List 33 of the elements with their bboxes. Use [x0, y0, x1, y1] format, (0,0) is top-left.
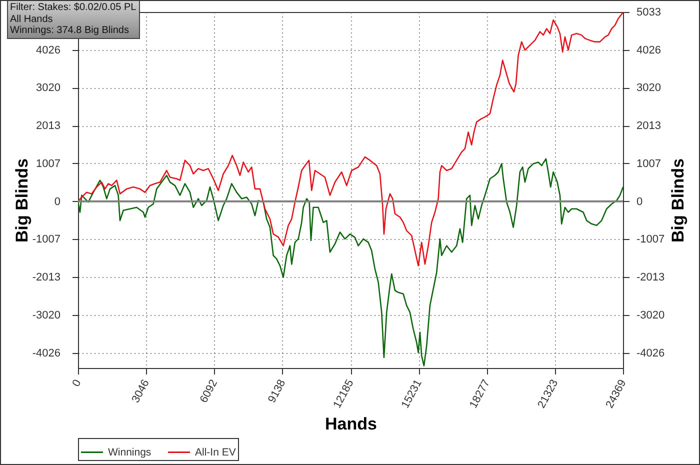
y-tick-label: -3020 — [32, 309, 60, 322]
legend-label: All-In EV — [195, 446, 236, 458]
x-axis-title: Hands — [325, 414, 377, 434]
y2-tick-label: 0 — [636, 196, 643, 208]
x-tick-label: 9138 — [266, 378, 288, 405]
y-axis-title: Big Blinds — [12, 158, 32, 243]
y2-tick-label: 5033 — [636, 6, 661, 18]
y2-tick-label: 3020 — [636, 82, 661, 94]
y-tick-label: 4026 — [36, 44, 60, 56]
y2-tick-label: 2013 — [636, 120, 661, 132]
y-tick-label: -1007 — [32, 234, 60, 246]
line-series — [78, 158, 623, 366]
y-tick-label: -4026 — [32, 347, 60, 360]
y2-tick-label: -3020 — [636, 309, 665, 322]
y-tick-label: 0 — [54, 196, 60, 208]
y-tick-label: 1007 — [36, 158, 60, 170]
x-tick-label: 6092 — [198, 378, 220, 405]
y2-axis-title: Big Blinds — [668, 158, 688, 243]
annotation: Filter: Stakes: $0.02/0.05 PL — [10, 2, 136, 14]
x-tick-label: 0 — [70, 378, 84, 389]
y-tick-label: 2013 — [36, 120, 60, 132]
info-box: Filter: Stakes: $0.02/0.05 PL All Hands Winnings: 374.8 Big Blinds — [7, 1, 140, 38]
y2-tick-label: 1007 — [636, 158, 661, 170]
y2-tick-label: -1007 — [636, 234, 665, 246]
y-tick-label: -2013 — [32, 272, 60, 284]
legend-label: Winnings — [108, 446, 152, 458]
y-tick-label: 3020 — [36, 82, 60, 94]
y2-tick-label: -2013 — [636, 272, 665, 284]
x-tick-label: 18277 — [468, 378, 493, 410]
x-tick-label: 3046 — [130, 378, 152, 405]
y2-tick-label: 4026 — [636, 44, 661, 56]
annotation: Winnings: 374.8 Big Blinds — [10, 25, 130, 36]
y2-tick-label: -4026 — [636, 347, 665, 360]
